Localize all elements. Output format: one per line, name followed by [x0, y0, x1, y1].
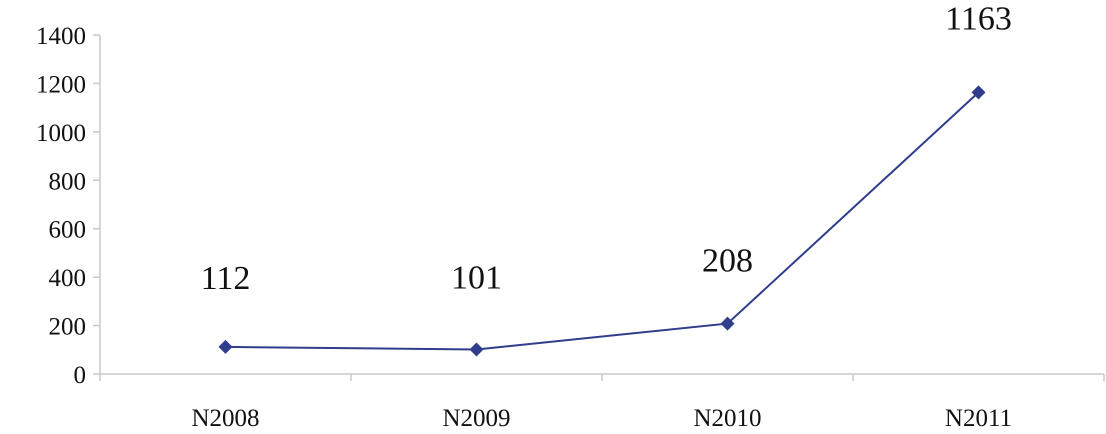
y-axis: 0 200 400 600 800 1000 1200 1400: [36, 23, 101, 389]
data-point-marker: [971, 85, 986, 100]
y-tick-label: 800: [49, 168, 87, 195]
x-tick-label: N2010: [693, 405, 761, 432]
y-tick-label: 1200: [36, 71, 86, 98]
data-point-marker: [469, 342, 484, 357]
y-tick-label: 0: [74, 362, 87, 389]
y-tick-label: 200: [49, 314, 87, 341]
x-axis: N2008 N2009 N2010 N2011: [99, 373, 1105, 432]
data-labels: 112 101 208 1163: [201, 0, 1012, 296]
series-line: [225, 91, 980, 351]
data-label: 112: [201, 260, 251, 297]
y-tick-label: 400: [49, 265, 87, 292]
y-tick-label: 1400: [36, 23, 86, 50]
data-point-marker: [720, 316, 735, 331]
x-tick-label: N2009: [442, 405, 510, 432]
data-label: 208: [702, 243, 753, 280]
x-tick-label: N2011: [945, 405, 1012, 432]
y-tick-label: 1000: [36, 120, 86, 147]
data-label: 101: [451, 260, 502, 297]
y-tick-label: 600: [49, 217, 87, 244]
series-group: [218, 85, 986, 357]
x-tick-label: N2008: [191, 405, 259, 432]
data-point-marker: [218, 339, 233, 354]
data-label: 1163: [945, 0, 1012, 37]
